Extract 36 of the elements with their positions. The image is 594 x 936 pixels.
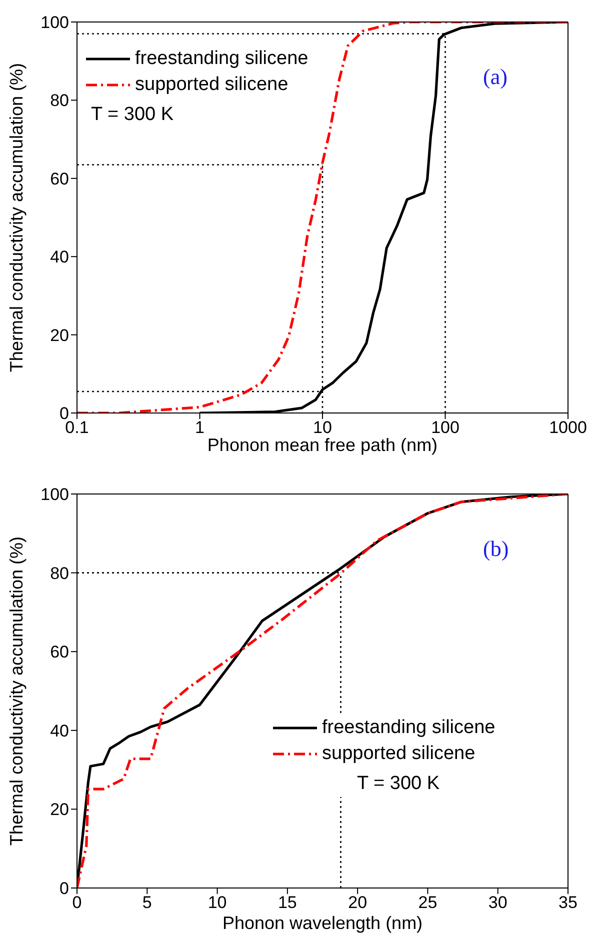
y-tick-label: 80 <box>50 564 69 583</box>
y-axis-title: Thermal conductivity accumulation (%) <box>6 62 26 372</box>
y-tick-label: 100 <box>40 13 69 32</box>
x-tick-label: 0 <box>72 893 82 912</box>
legend-label: freestanding silicene <box>322 717 496 739</box>
legend-label: supported silicene <box>135 74 288 96</box>
x-tick-label: 5 <box>142 893 152 912</box>
legend-label: freestanding silicene <box>135 48 308 70</box>
x-tick-label: 1 <box>195 418 204 438</box>
annotation: (a) <box>483 64 508 90</box>
x-tick-label: 10 <box>208 893 227 912</box>
x-axis-title: Phonon wavelength (nm) <box>222 913 423 933</box>
legend-label: supported silicene <box>322 743 476 765</box>
y-tick-label: 60 <box>50 169 69 188</box>
x-tick-label: 1000 <box>549 418 587 438</box>
x-tick-label: 35 <box>558 893 578 912</box>
y-tick-label: 40 <box>50 721 69 740</box>
x-tick-label: 0.1 <box>65 418 89 438</box>
x-axis-title: Phonon mean free path (nm) <box>207 435 438 455</box>
annotation: (b) <box>483 536 509 562</box>
x-tick-label: 25 <box>418 893 438 912</box>
x-tick-label: 30 <box>488 893 508 912</box>
y-tick-label: 60 <box>50 642 69 662</box>
y-tick-label: 20 <box>50 326 69 345</box>
y-tick-label: 40 <box>50 248 69 267</box>
x-tick-label: 20 <box>348 893 368 912</box>
annotation: T = 300 K <box>91 104 175 126</box>
x-tick-label: 100 <box>431 418 460 438</box>
y-tick-label: 80 <box>50 91 69 110</box>
x-tick-label: 15 <box>278 893 297 912</box>
y-axis-title: Thermal conductivity accumulation (%) <box>6 536 26 846</box>
y-tick-label: 0 <box>60 879 69 898</box>
x-tick-label: 10 <box>313 418 332 438</box>
y-tick-label: 100 <box>40 485 69 504</box>
annotation: T = 300 K <box>357 773 441 795</box>
y-tick-label: 20 <box>50 800 69 820</box>
